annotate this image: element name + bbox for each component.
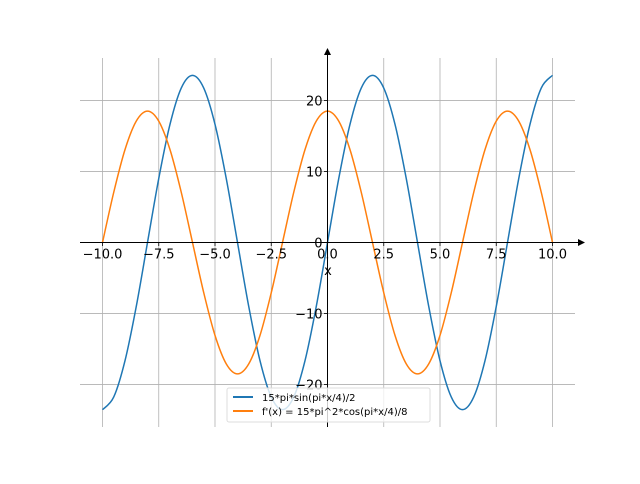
x-tick-label: −10.0 [83, 248, 123, 263]
x-axis-arrow-icon [578, 239, 585, 246]
x-tick-label: 7.5 [486, 248, 507, 263]
x-tick-label: −5.0 [199, 248, 231, 263]
legend-box [226, 387, 431, 423]
x-tick-label: −2.5 [255, 248, 287, 263]
y-axis-arrow-icon [324, 48, 331, 55]
x-tick-label: 5.0 [430, 248, 451, 263]
y-tick-label: −10 [295, 307, 322, 322]
x-tick-label: 10.0 [538, 248, 567, 263]
x-axis-label: x [324, 264, 332, 279]
x-tick-label: 0.0 [317, 248, 338, 263]
y-tick-label: 10 [306, 166, 323, 181]
axes [80, 48, 585, 427]
legend-label-1: f'(x) = 15*pi^2*cos(pi*x/4)/8 [262, 407, 407, 418]
tick-labels: −10.0 −7.5 −5.0 −2.5 0.0 2.5 5.0 7.5 10.0−20−100… [83, 95, 567, 394]
x-tick-label: −7.5 [143, 248, 175, 263]
x-tick-label: 2.5 [373, 248, 394, 263]
y-tick-label: 0 [314, 237, 322, 252]
y-tick-label: 20 [306, 95, 323, 110]
legend: 15*pi*sin(pi*x/4)/2 f'(x) = 15*pi^2*cos(… [226, 387, 431, 423]
legend-label-0: 15*pi*sin(pi*x/4)/2 [262, 393, 356, 404]
